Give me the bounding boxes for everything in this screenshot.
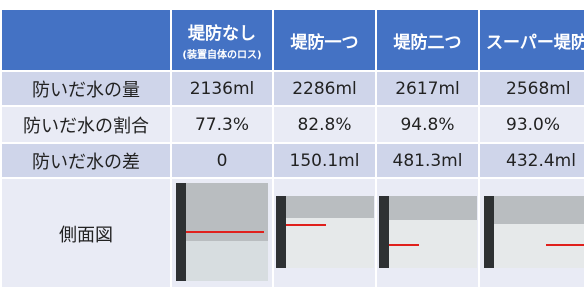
row-label: 防いだ水の量 bbox=[1, 71, 171, 106]
value-cell: 2568ml bbox=[479, 71, 584, 106]
value-cell: 481.3ml bbox=[376, 143, 479, 178]
value-cell: 94.8% bbox=[376, 106, 479, 143]
image-row: 側面図 bbox=[1, 178, 584, 287]
header-cell: スーパー堤防 bbox=[479, 9, 584, 71]
value-cell: 2136ml bbox=[171, 71, 273, 106]
photo bbox=[276, 196, 374, 268]
page: 堤防なし (装置自体のロス) 堤防一つ 堤防二つ スーパー堤防 防いだ水の量213… bbox=[0, 0, 584, 287]
photo-cell bbox=[479, 178, 584, 287]
header-note: (装置自体のロス) bbox=[172, 46, 272, 61]
row-label: 防いだ水の割合 bbox=[1, 106, 171, 143]
header-row: 堤防なし (装置自体のロス) 堤防一つ 堤防二つ スーパー堤防 bbox=[1, 9, 584, 71]
row-label: 防いだ水の差 bbox=[1, 143, 171, 178]
corner-cell bbox=[1, 9, 171, 71]
photo bbox=[176, 183, 268, 281]
value-cell: 93.0% bbox=[479, 106, 584, 143]
photo-cell bbox=[171, 178, 273, 287]
header-cell: 堤防一つ bbox=[273, 9, 376, 71]
photo bbox=[379, 196, 477, 268]
value-cell: 77.3% bbox=[171, 106, 273, 143]
header-cell: 堤防二つ bbox=[376, 9, 479, 71]
value-cell: 2617ml bbox=[376, 71, 479, 106]
value-cell: 2286ml bbox=[273, 71, 376, 106]
photo-cell bbox=[273, 178, 376, 287]
header-title: 堤防なし bbox=[188, 24, 256, 44]
photo-cell bbox=[376, 178, 479, 287]
value-cell: 150.1ml bbox=[273, 143, 376, 178]
value-cell: 0 bbox=[171, 143, 273, 178]
row-label: 側面図 bbox=[1, 178, 171, 287]
header-cell: 堤防なし (装置自体のロス) bbox=[171, 9, 273, 71]
photo bbox=[484, 196, 584, 268]
value-cell: 82.8% bbox=[273, 106, 376, 143]
value-cell: 432.4ml bbox=[479, 143, 584, 178]
